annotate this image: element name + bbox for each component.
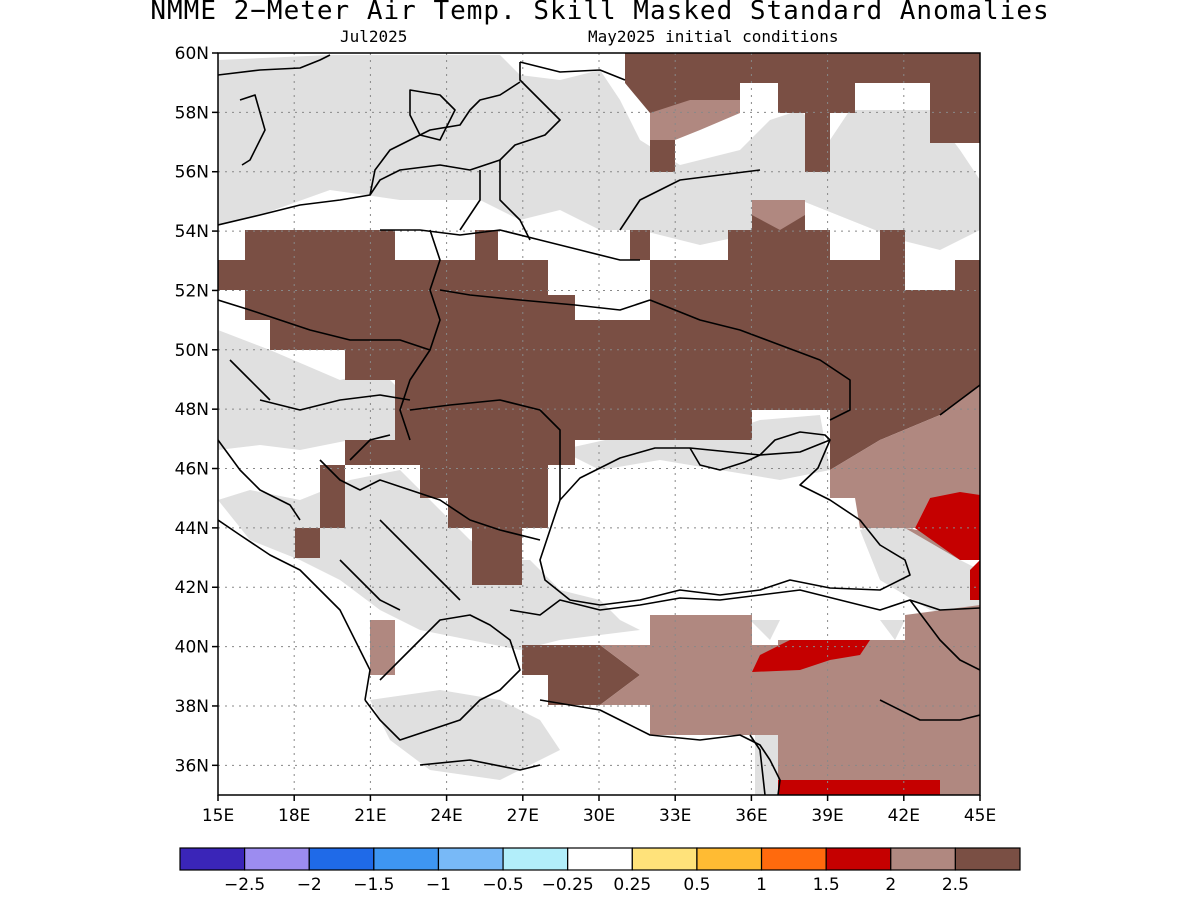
colorbar-swatch [373,847,440,871]
lon-tick-label: 45E [964,806,996,826]
lat-tick-label: 44N [175,519,209,539]
colorbar-labels: −2.5 −2 −1.5 −1 −0.5 −0.25 0.25 0.5 1 1.5 2 2.5 [224,875,969,895]
colorbar [179,847,1021,871]
colorbar-label: 1 [756,875,767,895]
colorbar-swatch [954,847,1021,871]
lat-tick-label: 58N [175,103,209,123]
lat-tick-label: 38N [175,697,209,717]
lon-tick-label: 21E [354,806,386,826]
lat-tick-label: 60N [175,44,209,64]
colorbar-label: 2.5 [942,875,969,895]
colorbar-label: −2.5 [224,875,265,895]
colorbar-label: −0.5 [482,875,523,895]
colorbar-label: 2 [885,875,896,895]
lat-tick-label: 42N [175,578,209,598]
above-2-5-areas [218,53,980,730]
lon-tick-label: 42E [888,806,920,826]
between-1-5-and-2-areas [752,492,980,795]
colorbar-label: 0.25 [613,875,651,895]
colorbar-label: −2 [297,875,322,895]
lat-lon-gridlines [218,53,980,795]
anomaly-field-layer [218,53,980,795]
lat-tick-label: 56N [175,163,209,183]
colorbar-label: 1.5 [813,875,840,895]
colorbar-label: −1.5 [353,875,394,895]
lon-tick-label: 15E [202,806,234,826]
lon-tick-label: 24E [430,806,462,826]
colorbar-swatch [631,847,698,871]
lon-tick-label: 39E [811,806,843,826]
longitude-axis: 15E 18E 21E 24E 27E 30E 33E 36E 39E 42E 45E [202,795,996,826]
colorbar-label: −0.25 [542,875,594,895]
colorbar-label: 0.5 [683,875,710,895]
valid-month-label: Jul2025 [340,27,408,46]
lat-tick-label: 48N [175,400,209,420]
colorbar-swatch [760,847,827,871]
colorbar-swatch [890,847,956,871]
colorbar-swatch [179,847,246,871]
colorbar-swatch [825,847,892,871]
lat-tick-label: 40N [175,638,209,658]
coastline-and-borders [218,54,980,795]
lat-tick-label: 46N [175,460,209,480]
lat-tick-label: 50N [175,341,209,361]
lon-tick-label: 36E [735,806,767,826]
latitude-axis: 60N 58N 56N 54N 52N 50N 48N 46N 44N 42N 40N 38N 36N [175,44,218,776]
colorbar-swatch [567,847,633,871]
colorbar-swatch [696,847,763,871]
initial-conditions-label: May2025 initial conditions [588,27,839,46]
lon-tick-label: 18E [278,806,310,826]
colorbar-swatch [308,847,375,871]
lat-tick-label: 54N [175,222,209,242]
colorbar-swatch [502,847,569,871]
colorbar-swatch [437,847,504,871]
lat-tick-label: 52N [175,281,209,301]
lat-tick-label: 36N [175,756,209,776]
colorbar-swatch [244,847,310,871]
map-title: NMME 2−Meter Air Temp. Skill Masked Stan… [150,0,1050,26]
lon-tick-label: 30E [583,806,615,826]
colorbar-label: −1 [426,875,451,895]
lon-tick-label: 27E [507,806,539,826]
lon-tick-label: 33E [659,806,691,826]
